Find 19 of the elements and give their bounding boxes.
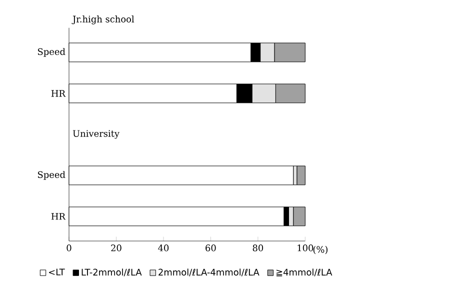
y-tick-label: Speed [38,48,66,57]
x-tick-label: 60 [206,244,216,252]
x-tick-label: 0 [66,244,72,252]
bar [296,166,306,186]
x-tick-label: 40 [158,244,169,252]
text: Jr.high school [72,16,134,24]
x-tick-label: 100 [298,244,314,252]
x-tick-label: 20 [111,244,122,252]
annotation: University [72,130,120,139]
y-tick-label: HR [51,213,66,220]
legend-label: <LT [49,268,65,276]
bar [293,206,306,226]
y-tick-label: HR [51,90,66,97]
x-axis-title: (%) [313,246,328,254]
legend-label: 2mmol/ℓLA-4mmol/ℓLA [158,268,260,276]
y-tick-label: Speed [38,171,66,180]
x-tick-label: 80 [252,244,264,252]
legend-label: LT-2mmol/ℓLA [82,268,142,276]
legend-label: ≧4mmol/ℓLA [276,268,332,276]
